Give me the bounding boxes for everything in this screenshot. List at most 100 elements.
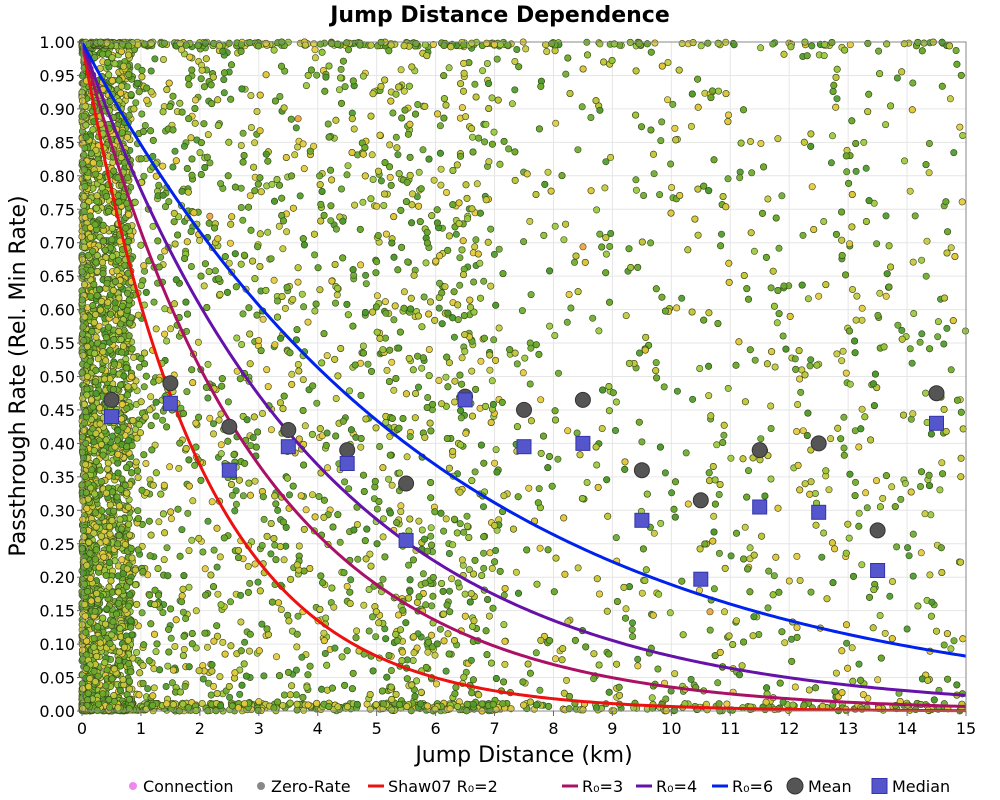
scatter-point [300,165,308,173]
scatter-point [388,358,396,366]
scatter-point [903,625,911,633]
scatter-point [458,104,466,112]
scatter-point [341,478,349,486]
scatter-point [132,99,140,107]
scatter-point [206,414,214,422]
scatter-point [460,528,468,536]
scatter-point [437,165,445,173]
scatter-point [376,442,384,450]
scatter-point [302,82,310,90]
scatter-point [298,290,306,298]
scatter-point [518,307,526,315]
scatter-point [294,612,302,620]
scatter-point [159,162,167,170]
scatter-point [551,222,559,230]
scatter-point [757,140,765,148]
scatter-point [767,284,775,292]
scatter-point [451,398,459,406]
scatter-point [435,376,443,384]
scatter-point [879,494,887,502]
scatter-point [490,336,498,344]
scatter-point [479,67,487,75]
scatter-point [714,87,722,95]
scatter-point [706,608,714,616]
scatter-point [906,345,914,353]
scatter-point [470,278,478,286]
scatter-point [428,602,436,610]
scatter-point [820,529,828,537]
scatter-point [791,683,799,691]
scatter-point [720,431,728,439]
scatter-point [237,184,245,192]
scatter-point [367,41,375,49]
scatter-point [258,409,266,417]
scatter-point [418,364,426,372]
scatter-point [427,532,435,540]
scatter-point [239,310,247,318]
scatter-point [757,435,765,443]
scatter-point [934,318,942,326]
scatter-point [796,576,804,584]
scatter-point [794,400,802,408]
scatter-point [938,459,946,467]
scatter-point [283,228,291,236]
scatter-point [473,180,481,188]
scatter-point [875,47,883,55]
scatter-point [611,426,619,434]
scatter-point [793,552,801,560]
scatter-point [299,140,307,148]
scatter-point [888,577,896,585]
scatter-point [279,245,287,253]
scatter-point [452,230,460,238]
scatter-point [227,598,235,606]
scatter-point [770,572,778,580]
scatter-point [536,544,544,552]
scatter-point [311,54,319,62]
scatter-point [562,676,570,684]
scatter-point [298,653,306,661]
scatter-point [574,146,582,154]
scatter-point [767,402,775,410]
scatter-point [724,384,732,392]
scatter-point [678,294,686,302]
scatter-point [239,492,247,500]
scatter-point [477,357,485,365]
scatter-point [628,619,636,627]
scatter-point [228,491,236,499]
scatter-point [872,477,880,485]
scatter-point [409,656,417,664]
scatter-point [471,80,479,88]
scatter-point [280,556,288,564]
scatter-point [925,169,933,177]
scatter-point [480,277,488,285]
scatter-point [554,369,562,377]
scatter-point [289,295,297,303]
scatter-point [294,360,302,368]
scatter-point [862,489,870,497]
scatter-point [943,324,951,332]
scatter-point [144,685,152,693]
scatter-point [182,614,190,622]
scatter-point [579,243,587,251]
scatter-point [493,55,501,63]
scatter-point [886,592,894,600]
scatter-point [247,92,255,100]
scatter-point [723,700,731,708]
scatter-point [687,675,695,683]
scatter-point [374,232,382,240]
scatter-point [925,140,933,148]
scatter-point [667,160,675,168]
scatter-point [372,633,380,641]
scatter-point [204,517,212,525]
scatter-point [917,549,925,557]
scatter-point [249,434,257,442]
scatter-point [160,55,168,63]
scatter-point [622,312,630,320]
scatter-point [239,129,247,137]
scatter-point [508,100,516,108]
scatter-point [449,541,457,549]
scatter-point [196,149,204,157]
scatter-point [350,125,358,133]
scatter-point [750,247,758,255]
scatter-point [767,424,775,432]
